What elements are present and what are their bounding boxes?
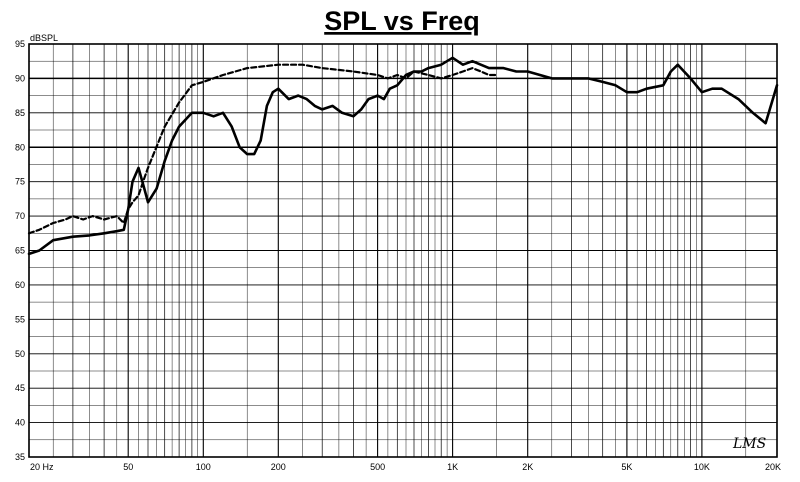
- y-tick-label: 90: [15, 73, 25, 83]
- x-tick-label: 10K: [694, 462, 710, 472]
- y-tick-label: 70: [15, 211, 25, 221]
- plot-frame: [28, 43, 778, 458]
- x-tick-label: 5K: [621, 462, 632, 472]
- y-tick-label: 95: [15, 39, 25, 49]
- y-tick-label: 40: [15, 418, 25, 428]
- y-tick-label: 55: [15, 314, 25, 324]
- x-tick-label: 200: [271, 462, 286, 472]
- chart-title: SPL vs Freq: [324, 6, 480, 36]
- x-tick-label: 20 Hz: [30, 462, 54, 472]
- x-tick-label: 100: [196, 462, 211, 472]
- y-axis-unit-label: dBSPL: [30, 33, 58, 43]
- y-tick-label: 85: [15, 108, 25, 118]
- y-tick-labels: 35 40 45 50 55 60 65 70 75 80 85 90 95: [15, 39, 25, 462]
- solid-series-line: [27, 56, 779, 256]
- x-tick-label: 20K: [765, 462, 781, 472]
- y-tick-label: 75: [15, 177, 25, 187]
- x-tick-labels: 20 Hz 50 100 200 500 1K 2K 5K 10K 20K: [30, 462, 781, 472]
- lms-logo: LMS: [732, 436, 766, 452]
- x-tick-label: 500: [370, 462, 385, 472]
- series: [27, 56, 779, 256]
- x-tick-label: 50: [123, 462, 133, 472]
- y-tick-label: 50: [15, 349, 25, 359]
- y-tick-label: 60: [15, 280, 25, 290]
- x-tick-label: 2K: [522, 462, 533, 472]
- x-tick-label: 1K: [447, 462, 458, 472]
- y-tick-label: 35: [15, 452, 25, 462]
- dashed-series-line: [27, 63, 498, 235]
- y-tick-label: 65: [15, 246, 25, 256]
- grid: [28, 43, 778, 458]
- y-tick-label: 45: [15, 383, 25, 393]
- y-tick-label: 80: [15, 142, 25, 152]
